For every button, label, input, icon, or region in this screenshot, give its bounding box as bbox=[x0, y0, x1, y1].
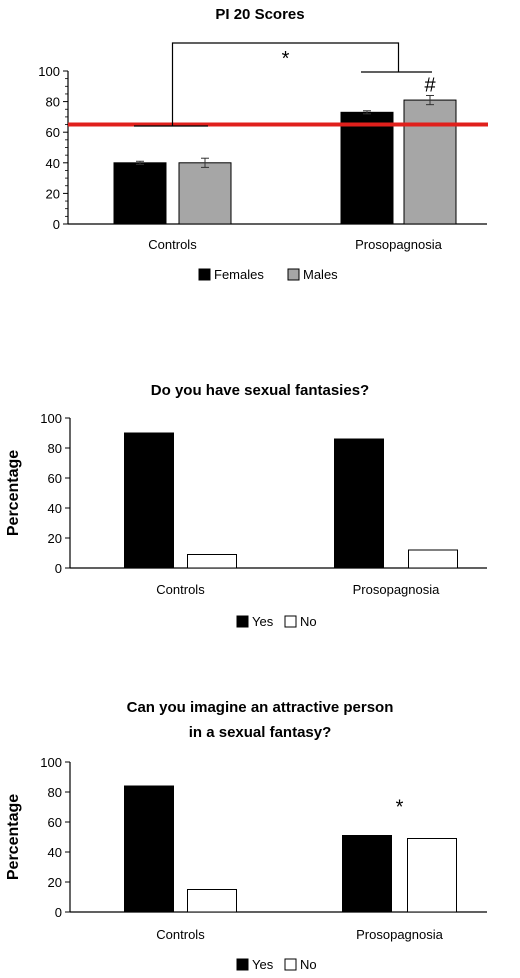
y-tick-label: 80 bbox=[46, 95, 60, 110]
y-tick-label: 20 bbox=[46, 186, 60, 201]
y-tick-label: 60 bbox=[48, 815, 62, 830]
x-category-label: Prosopagnosia bbox=[356, 927, 443, 942]
x-category-label: Controls bbox=[156, 927, 205, 942]
significance-bracket bbox=[171, 42, 400, 126]
y-tick-label: 0 bbox=[53, 217, 60, 232]
bar-no-prosopagnosia bbox=[408, 549, 458, 569]
legend-swatch bbox=[284, 958, 297, 971]
chart-2: Do you have sexual fantasies? Percentage 0… bbox=[5, 382, 487, 629]
bar-yes-prosopagnosia bbox=[334, 438, 384, 569]
y-tick-label: 20 bbox=[48, 875, 62, 890]
y-tick-label: 80 bbox=[48, 441, 62, 456]
significance-marker: # bbox=[424, 74, 436, 96]
bar-no-controls bbox=[187, 554, 237, 569]
x-category-label: Controls bbox=[156, 582, 205, 597]
y-tick-label: 100 bbox=[40, 411, 62, 426]
y-tick-label: 100 bbox=[38, 64, 60, 79]
legend-entry: No bbox=[300, 614, 317, 629]
legend-swatch bbox=[236, 615, 249, 628]
bar-females-prosopagnosia bbox=[340, 111, 394, 225]
x-category-label: Controls bbox=[148, 237, 197, 252]
chart-3: Can you imagine an attractive person in a… bbox=[5, 699, 487, 972]
bar-no-prosopagnosia bbox=[407, 838, 457, 913]
y-axis-label: Percentage bbox=[5, 450, 22, 536]
x-category-label: Prosopagnosia bbox=[355, 237, 442, 252]
legend-swatch bbox=[287, 268, 300, 281]
bar-males-prosopagnosia bbox=[403, 99, 457, 225]
chart-title: PI 20 Scores bbox=[215, 6, 304, 23]
significance-marker: * bbox=[396, 797, 404, 819]
y-tick-label: 40 bbox=[48, 501, 62, 516]
chart-title: Can you imagine an attractive person bbox=[127, 699, 394, 716]
legend-entry: Females bbox=[214, 267, 264, 282]
legend-entry: No bbox=[300, 957, 317, 972]
y-tick-label: 60 bbox=[46, 125, 60, 140]
legend-entry: Yes bbox=[252, 957, 274, 972]
y-axis-label: Percentage bbox=[5, 794, 22, 880]
y-tick-label: 0 bbox=[55, 905, 62, 920]
legend-swatch bbox=[236, 958, 249, 971]
chart-title: Do you have sexual fantasies? bbox=[151, 382, 369, 399]
bar-yes-controls bbox=[124, 785, 174, 913]
chart-title: in a sexual fantasy? bbox=[189, 724, 332, 741]
significance-marker: * bbox=[282, 48, 290, 70]
legend-swatch bbox=[198, 268, 211, 281]
y-tick-label: 20 bbox=[48, 531, 62, 546]
legend-swatch bbox=[284, 615, 297, 628]
y-tick-label: 80 bbox=[48, 785, 62, 800]
y-tick-label: 40 bbox=[48, 845, 62, 860]
chart-1: PI 20 Scores 0 20 40 60 80 100 Controls Prosopag… bbox=[38, 6, 488, 282]
y-tick-label: 100 bbox=[40, 755, 62, 770]
y-tick-label: 0 bbox=[55, 561, 62, 576]
bar-no-controls bbox=[187, 889, 237, 913]
legend-entry: Males bbox=[303, 267, 338, 282]
bar-males-controls bbox=[178, 162, 232, 225]
bar-yes-prosopagnosia bbox=[342, 835, 392, 913]
bar-yes-controls bbox=[124, 432, 174, 569]
y-tick-label: 60 bbox=[48, 471, 62, 486]
y-tick-label: 40 bbox=[46, 156, 60, 171]
bar-females-controls bbox=[113, 162, 167, 225]
x-category-label: Prosopagnosia bbox=[353, 582, 440, 597]
legend-entry: Yes bbox=[252, 614, 274, 629]
